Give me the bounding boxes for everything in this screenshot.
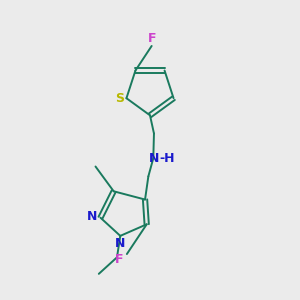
Text: S: S — [115, 92, 124, 105]
Text: N: N — [149, 152, 159, 165]
Text: F: F — [114, 254, 123, 266]
Text: N: N — [115, 237, 125, 250]
Text: F: F — [147, 32, 156, 45]
Text: -H: -H — [159, 152, 175, 165]
Text: N: N — [87, 209, 98, 223]
